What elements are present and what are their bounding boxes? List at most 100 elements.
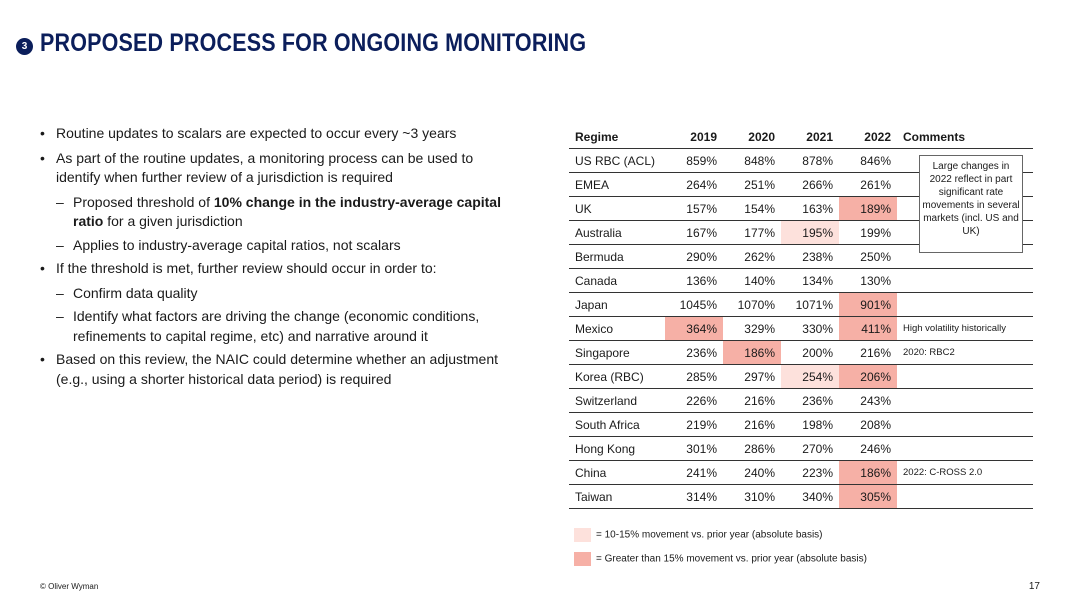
column-header-2021: 2021 [781, 126, 839, 149]
ratio-cell: 200% [781, 340, 839, 365]
bullet-item: Based on this review, the NAIC could det… [40, 350, 520, 389]
comment-cell [897, 436, 1033, 461]
legend-swatch-light [574, 528, 591, 542]
table-row: Taiwan 314% 310% 340% 305% [569, 484, 1033, 509]
table-row: Singapore 236% 186% 200% 216% 2020: RBC2 [569, 340, 1033, 365]
ratio-cell: 157% [665, 196, 723, 221]
ratio-cell: 846% [839, 148, 897, 173]
column-header-regime: Regime [569, 126, 665, 149]
regime-cell: Australia [569, 220, 665, 245]
ratio-cell: 216% [723, 388, 781, 413]
legend-label-light: = 10-15% movement vs. prior year (absolu… [596, 529, 823, 541]
comment-cell [897, 364, 1033, 389]
ratio-cell: 223% [781, 460, 839, 485]
ratio-cell: 198% [781, 412, 839, 437]
table-row: Bermuda 290% 262% 238% 250% [569, 244, 1033, 269]
table-row: China 241% 240% 223% 186% 2022: C-ROSS 2.0 [569, 460, 1033, 485]
copyright: © Oliver Wyman [40, 582, 99, 591]
ratio-cell: 859% [665, 148, 723, 173]
ratio-cell: 305% [839, 484, 897, 509]
sub-bullet-text: for a given jurisdiction [103, 213, 243, 229]
ratio-cell: 261% [839, 172, 897, 197]
table-row: Hong Kong 301% 286% 270% 246% [569, 436, 1033, 461]
ratio-cell: 208% [839, 412, 897, 437]
ratio-cell: 136% [665, 268, 723, 293]
ratio-cell: 340% [781, 484, 839, 509]
column-header-2020: 2020 [723, 126, 781, 149]
ratio-cell: 189% [839, 196, 897, 221]
callout-box: Large changes in 2022 reflect in part si… [919, 155, 1023, 253]
ratio-cell: 1071% [781, 292, 839, 317]
ratio-cell: 236% [781, 388, 839, 413]
ratio-cell: 246% [839, 436, 897, 461]
ratio-cell: 270% [781, 436, 839, 461]
ratio-cell: 241% [665, 460, 723, 485]
table-row: Switzerland 226% 216% 236% 243% [569, 388, 1033, 413]
regime-cell: Canada [569, 268, 665, 293]
comment-cell [897, 388, 1033, 413]
ratio-cell: 901% [839, 292, 897, 317]
ratio-cell: 329% [723, 316, 781, 341]
ratio-cell: 177% [723, 220, 781, 245]
ratio-cell: 163% [781, 196, 839, 221]
ratio-cell: 301% [665, 436, 723, 461]
ratio-cell: 195% [781, 220, 839, 245]
ratio-cell: 330% [781, 316, 839, 341]
regime-cell: South Africa [569, 412, 665, 437]
table-row: Mexico 364% 329% 330% 411% High volatility hi… [569, 316, 1033, 341]
ratio-cell: 878% [781, 148, 839, 173]
ratio-cell: 848% [723, 148, 781, 173]
ratio-cell: 186% [723, 340, 781, 365]
legend-item-dark: = Greater than 15% movement vs. prior ye… [574, 552, 867, 566]
ratio-cell: 243% [839, 388, 897, 413]
ratio-cell: 297% [723, 364, 781, 389]
ratio-cell: 251% [723, 172, 781, 197]
regime-cell: Singapore [569, 340, 665, 365]
ratio-cell: 226% [665, 388, 723, 413]
ratio-cell: 216% [723, 412, 781, 437]
ratio-cell: 199% [839, 220, 897, 245]
column-header-2019: 2019 [665, 126, 723, 149]
regime-cell: Bermuda [569, 244, 665, 269]
ratio-cell: 1070% [723, 292, 781, 317]
ratio-cell: 1045% [665, 292, 723, 317]
regime-cell: Korea (RBC) [569, 364, 665, 389]
ratio-cell: 130% [839, 268, 897, 293]
threshold-emphasis: 10% change in the industry-average capit… [73, 193, 501, 230]
capital-ratio-table: Regime 2019 2020 2021 2022 Comments US R… [569, 126, 1033, 509]
column-header-2022: 2022 [839, 126, 897, 149]
ratio-cell: 286% [723, 436, 781, 461]
comment-cell [897, 268, 1033, 293]
table-row: Canada 136% 140% 134% 130% [569, 268, 1033, 293]
ratio-cell: 216% [839, 340, 897, 365]
ratio-cell: 310% [723, 484, 781, 509]
bullet-item: As part of the routine updates, a monito… [40, 149, 520, 188]
comment-cell: 2022: C-ROSS 2.0 [897, 460, 1033, 485]
regime-cell: Taiwan [569, 484, 665, 509]
ratio-cell: 140% [723, 268, 781, 293]
comment-cell [897, 292, 1033, 317]
ratio-cell: 167% [665, 220, 723, 245]
regime-cell: Switzerland [569, 388, 665, 413]
page-title: PROPOSED PROCESS FOR ONGOING MONITORING [40, 29, 587, 57]
bullet-item: Routine updates to scalars are expected … [40, 124, 520, 144]
table-body: US RBC (ACL) 859% 848% 878% 846% EMEA 264% 251%… [569, 148, 1033, 509]
comment-cell: High volatility historically [897, 316, 1033, 341]
legend-label-dark: = Greater than 15% movement vs. prior ye… [596, 553, 867, 565]
section-number-badge: 3 [16, 38, 33, 55]
page-number: 17 [1028, 581, 1040, 592]
ratio-cell: 240% [723, 460, 781, 485]
ratio-cell: 134% [781, 268, 839, 293]
comment-cell [897, 484, 1033, 509]
ratio-cell: 364% [665, 316, 723, 341]
ratio-cell: 262% [723, 244, 781, 269]
regime-cell: Mexico [569, 316, 665, 341]
column-header-comments: Comments [897, 126, 1033, 149]
regime-cell: US RBC (ACL) [569, 148, 665, 173]
regime-cell: EMEA [569, 172, 665, 197]
legend-item-light: = 10-15% movement vs. prior year (absolu… [574, 528, 823, 542]
ratio-cell: 186% [839, 460, 897, 485]
table-row: Japan 1045% 1070% 1071% 901% [569, 292, 1033, 317]
ratio-cell: 154% [723, 196, 781, 221]
ratio-cell: 219% [665, 412, 723, 437]
